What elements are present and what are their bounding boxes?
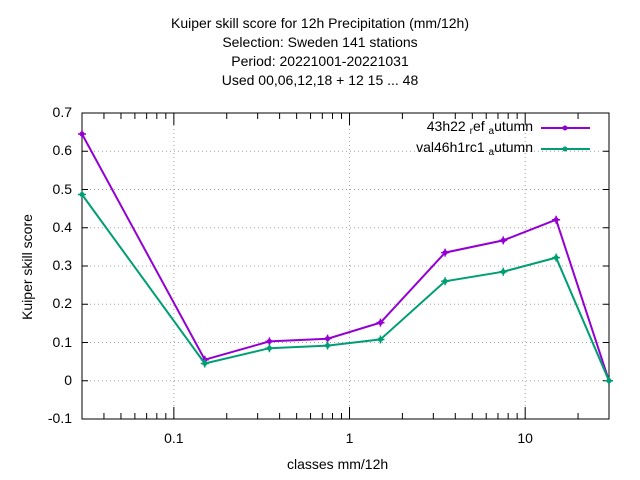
data-marker-series-2 (265, 344, 274, 353)
data-marker-series-2 (376, 335, 385, 344)
y-axis-label: Kuiper skill score (19, 214, 35, 320)
legend-marker-series-1 (562, 125, 568, 131)
data-marker-series-2 (552, 253, 561, 262)
data-marker-series-1 (265, 337, 274, 346)
y-tick-label: 0.5 (52, 180, 72, 197)
data-marker-series-2 (78, 190, 86, 199)
title-line-2: Selection: Sweden 141 stations (222, 34, 418, 50)
x-tick-label: 0.1 (164, 430, 184, 446)
data-marker-series-2 (499, 267, 508, 276)
data-marker-series-2 (605, 376, 613, 385)
data-marker-series-1 (552, 215, 561, 224)
title-line-3: Period: 20221001-20221031 (231, 53, 409, 69)
title-line-1: Kuiper skill score for 12h Precipitation… (170, 15, 469, 31)
data-marker-series-2 (323, 341, 332, 350)
y-tick-label: 0.2 (52, 295, 72, 312)
data-marker-series-1 (499, 236, 508, 245)
y-tick-label: 0.7 (52, 104, 72, 120)
legend-label-series-1: 43h22 ref autumn (426, 118, 533, 137)
x-axis-label: classes mm/12h (287, 456, 389, 472)
legend-marker-series-2 (562, 146, 568, 152)
data-marker-series-1 (441, 248, 450, 257)
x-tick-label: 1 (345, 430, 354, 446)
data-marker-series-1 (323, 334, 332, 343)
y-tick-label: -0.1 (47, 410, 72, 426)
data-marker-series-1 (376, 318, 385, 327)
legend-label-series-2: val46h1rc1 autumn (416, 139, 533, 158)
x-tick-label: 10 (517, 430, 533, 446)
y-tick-label: 0 (64, 371, 72, 388)
data-marker-series-2 (200, 359, 209, 368)
y-tick-label: 0.6 (52, 142, 72, 159)
y-tick-label: 0.1 (52, 333, 72, 350)
y-tick-label: 0.3 (52, 257, 72, 273)
title-line-4: Used 00,06,12,18 + 12 15 ... 48 (221, 72, 419, 88)
plot-frame (81, 112, 610, 420)
data-marker-series-1 (78, 130, 86, 139)
data-marker-series-2 (441, 277, 450, 286)
series-line-2 (81, 193, 610, 382)
y-tick-label: 0.4 (52, 218, 72, 235)
